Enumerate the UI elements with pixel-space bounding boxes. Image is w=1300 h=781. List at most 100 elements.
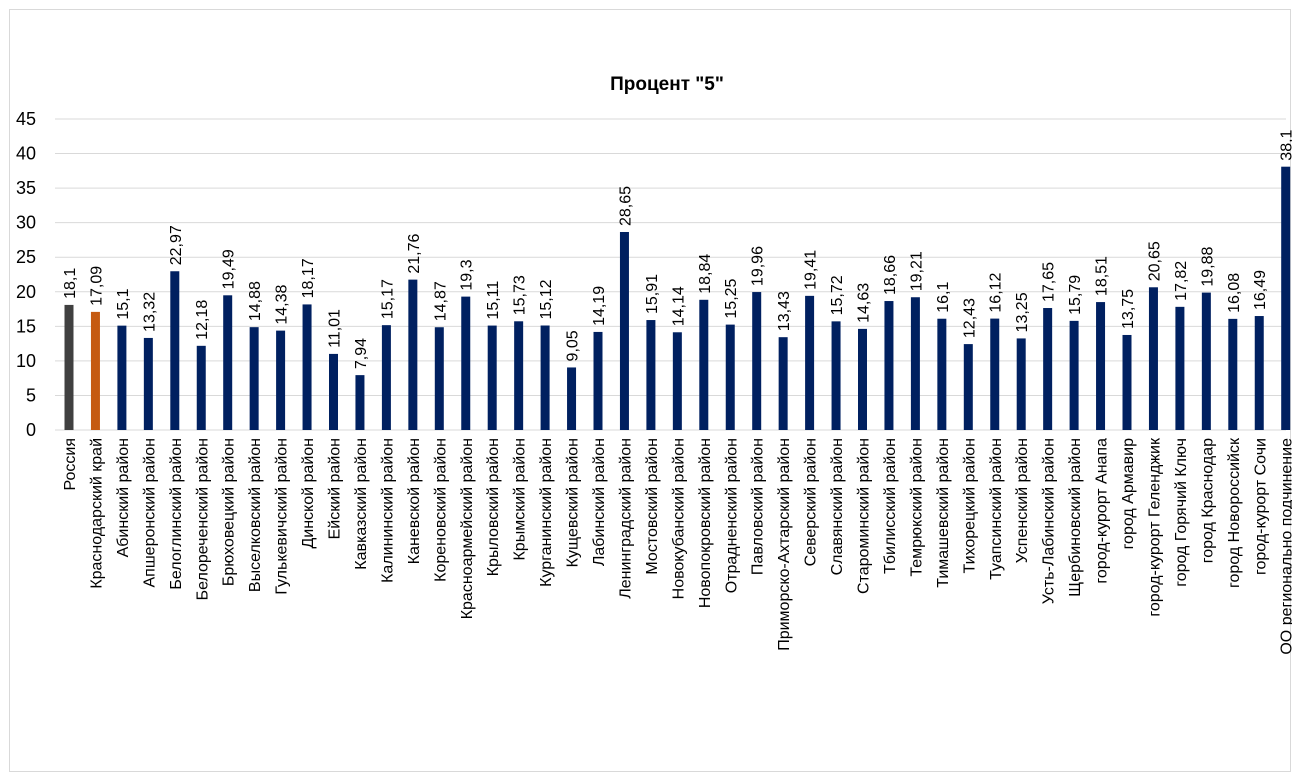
- data-label: 15,72: [829, 275, 846, 315]
- data-label: 19,96: [750, 246, 767, 286]
- data-label: 15,73: [512, 275, 529, 315]
- bar: [487, 325, 497, 430]
- data-labels: 18,1 17,09 15,1 13,32 22,97 12,18 19,49 14,88 14…: [62, 129, 1292, 369]
- data-label: 16,08: [1226, 273, 1243, 313]
- bar: [858, 328, 867, 430]
- bar: [540, 325, 550, 430]
- category-label: Белоглинский район: [168, 438, 185, 590]
- data-label: 15,79: [1067, 275, 1084, 315]
- bar: [329, 353, 338, 430]
- y-tick-label: 45: [16, 109, 36, 129]
- bar: [170, 271, 180, 430]
- y-tick-label: 5: [26, 385, 36, 405]
- data-label: 15,91: [644, 274, 661, 314]
- category-label: город-курорт Сочи: [1252, 438, 1269, 575]
- bar: [699, 299, 709, 430]
- bar: [725, 324, 735, 430]
- bar: [461, 296, 471, 430]
- category-label: город Армавир: [1120, 438, 1137, 550]
- category-label: Лабинский район: [591, 438, 608, 566]
- y-tick-label: 15: [16, 316, 36, 336]
- chart-frame: Процент "5" 0 5 10 15 20 25 30 35 40 45 18,1 17,09…: [9, 9, 1292, 772]
- bar: [990, 318, 1000, 430]
- category-label: Приморско-Ахтарский район: [776, 438, 793, 651]
- category-label: Тбилисский район: [882, 438, 899, 574]
- gridlines: [55, 118, 1286, 431]
- category-label: Отрадненский район: [723, 438, 740, 593]
- category-label: Успенский район: [1014, 438, 1031, 563]
- data-label: 19,88: [1199, 246, 1216, 286]
- bar: [910, 297, 920, 430]
- y-tick-label: 40: [16, 144, 36, 164]
- bar: [1043, 308, 1053, 430]
- data-label: 15,11: [485, 281, 502, 320]
- category-label: Староминский район: [856, 438, 873, 594]
- category-label: Гулькевичский район: [274, 438, 291, 595]
- data-label: 13,32: [141, 292, 158, 332]
- data-label: 16,1: [935, 281, 952, 312]
- category-label: Туапсинский район: [988, 438, 1005, 580]
- data-label: 19,3: [459, 259, 476, 290]
- category-label: город-курорт Анапа: [1094, 438, 1111, 584]
- bar: [831, 321, 841, 430]
- category-label: Усть-Лабинский район: [1041, 438, 1058, 604]
- data-label: 7,94: [353, 338, 370, 369]
- bar: [1148, 287, 1158, 430]
- bar: [1201, 292, 1211, 430]
- data-label: 18,1: [62, 268, 79, 299]
- bar: [752, 292, 762, 430]
- data-label: 14,88: [247, 281, 264, 321]
- data-label: 16,12: [988, 272, 1005, 312]
- category-label: Новопокровский район: [697, 438, 714, 608]
- chart-title: Процент "5": [610, 74, 724, 95]
- category-label: Мостовский район: [644, 438, 661, 575]
- category-label: город Краснодар: [1199, 438, 1216, 563]
- bar: [117, 325, 127, 430]
- category-label: Кавказский район: [353, 438, 370, 570]
- bar: [249, 327, 259, 430]
- bar: [884, 301, 894, 430]
- data-label: 9,05: [565, 330, 582, 361]
- data-label: 14,63: [856, 283, 873, 323]
- bar: [778, 337, 788, 430]
- category-labels: Россия Краснодарский край Абинский район Ап…: [62, 437, 1292, 655]
- data-label: 16,49: [1252, 270, 1269, 310]
- data-label: 13,75: [1120, 289, 1137, 329]
- data-label: 14,19: [591, 286, 608, 326]
- category-label: Краснодарский край: [88, 438, 105, 589]
- data-label: 13,25: [1014, 292, 1031, 332]
- data-label: 17,82: [1173, 261, 1190, 301]
- category-label: Ленинградский район: [617, 438, 634, 599]
- bar: [567, 367, 577, 430]
- category-label: Северский район: [803, 438, 820, 566]
- category-label: Каневской район: [406, 438, 423, 564]
- bar: [1228, 318, 1238, 430]
- category-label: Апшеронский район: [141, 438, 158, 588]
- bar: [937, 318, 947, 430]
- data-label: 18,17: [300, 258, 317, 298]
- y-axis-ticks: 0 5 10 15 20 25 30 35 40 45: [16, 109, 36, 440]
- data-label: 18,51: [1094, 256, 1111, 296]
- data-label: 15,25: [723, 278, 740, 318]
- category-label: Калининский район: [379, 438, 396, 583]
- data-label: 28,65: [617, 186, 634, 226]
- bar: [408, 279, 418, 430]
- category-label: Новокубанский район: [670, 438, 687, 599]
- category-label: ОО регионально подчинение: [1279, 438, 1292, 655]
- data-label: 20,65: [1146, 241, 1163, 281]
- bar: [963, 344, 973, 430]
- category-label: Кущевский район: [565, 438, 582, 567]
- category-label: Славянский район: [829, 438, 846, 575]
- bar: [1122, 334, 1132, 430]
- bar: [196, 345, 206, 430]
- bar-chart: Процент "5" 0 5 10 15 20 25 30 35 40 45 18,1 17,09…: [16, 74, 1292, 655]
- bar: [302, 304, 312, 430]
- category-label: Брюховецкий район: [221, 438, 238, 586]
- y-tick-label: 30: [16, 213, 36, 233]
- category-label: Россия: [62, 438, 79, 490]
- data-label: 15,17: [379, 279, 396, 319]
- data-label: 19,49: [221, 249, 238, 289]
- category-label: город Горячий Ключ: [1173, 438, 1190, 587]
- category-label: Павловский район: [750, 438, 767, 575]
- y-tick-label: 35: [16, 178, 36, 198]
